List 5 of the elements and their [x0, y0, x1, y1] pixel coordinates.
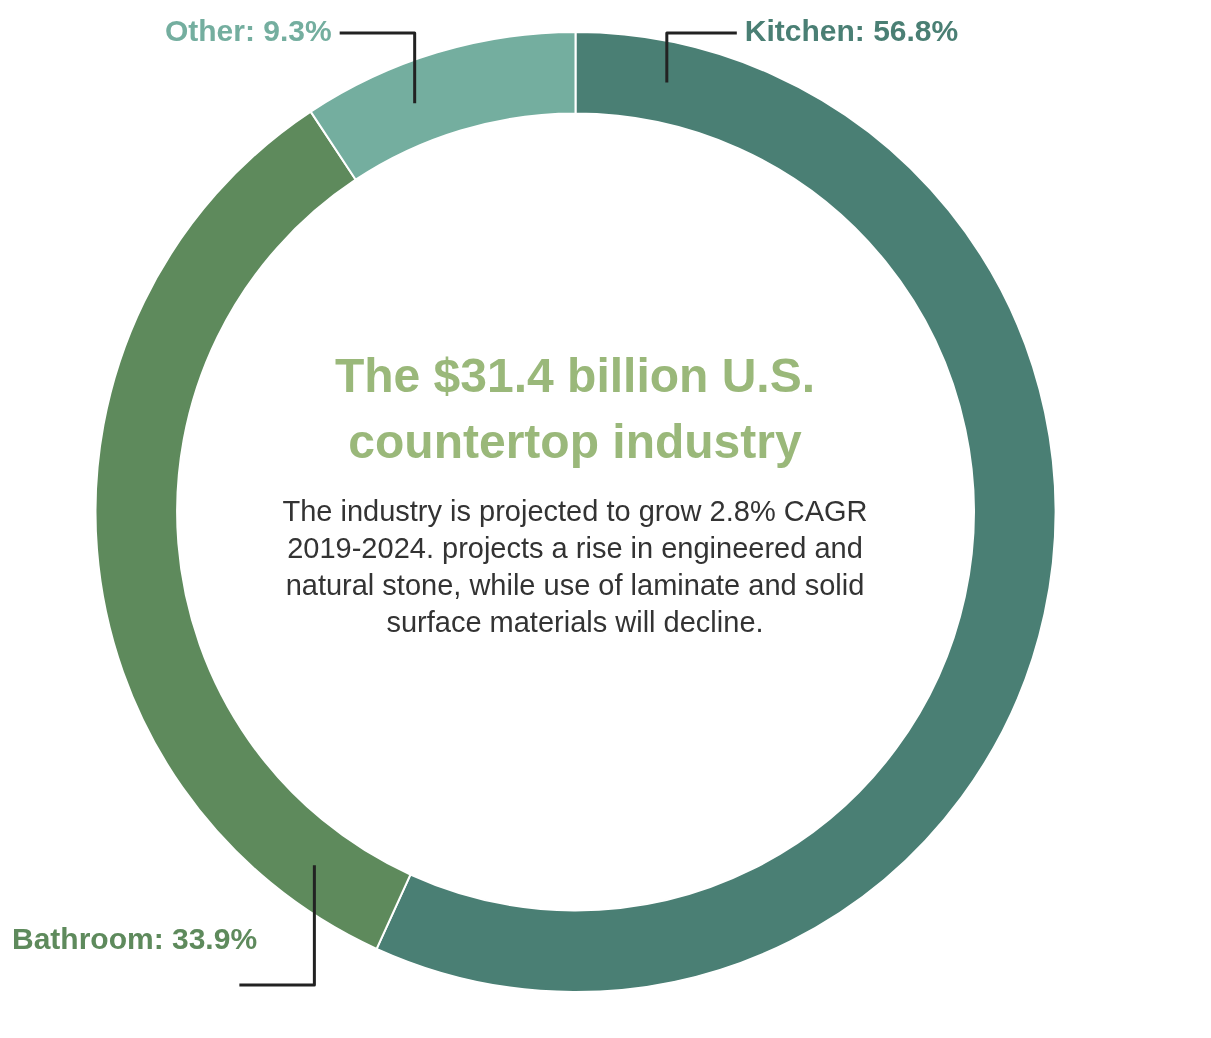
slice-label: Bathroom: 33.9%	[12, 922, 258, 956]
text: The industry is projected to grow 2.8% CAGR 2019-2024. projects a rise in engineered and natural stone, while use of laminate and solid surface materials will decline.	[281, 494, 869, 640]
text: The $31.4 billion U.S. countertop industry	[333, 348, 817, 470]
slice-label: Other: 9.3%	[164, 14, 332, 48]
slice-label: Kitchen: 56.8%	[744, 14, 959, 48]
